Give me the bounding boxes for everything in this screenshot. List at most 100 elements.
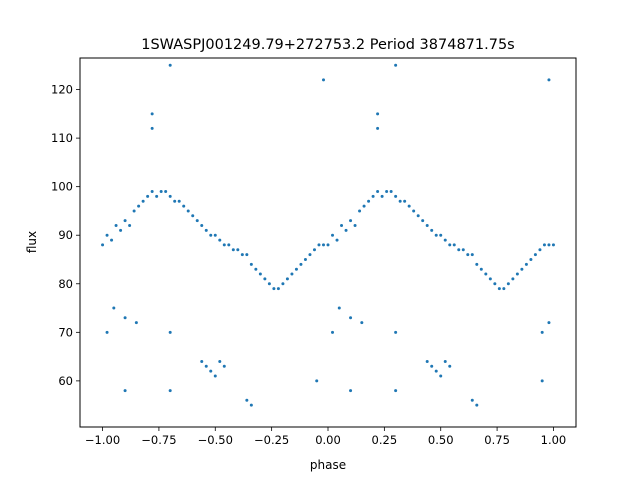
data-point: [195, 219, 199, 223]
data-point: [434, 233, 438, 237]
data-point: [394, 63, 398, 67]
data-point: [168, 194, 172, 198]
data-point: [479, 267, 483, 271]
data-point: [317, 243, 321, 247]
data-point: [506, 282, 510, 286]
data-point: [540, 330, 544, 334]
data-point: [200, 359, 204, 363]
data-point: [173, 199, 177, 203]
chart-title: 1SWASPJ001249.79+272753.2 Period 3874871…: [141, 37, 515, 53]
y-tick-label: 80: [58, 277, 73, 291]
data-point: [123, 389, 127, 393]
data-point: [315, 379, 319, 383]
data-point: [385, 190, 389, 194]
data-point: [340, 224, 344, 228]
data-point: [502, 287, 506, 291]
data-point: [376, 190, 380, 194]
data-point: [430, 364, 434, 368]
data-point: [294, 267, 298, 271]
data-point: [488, 277, 492, 281]
data-point: [542, 243, 546, 247]
x-tick-label: 0.00: [315, 433, 341, 447]
data-point: [240, 253, 244, 257]
y-tick-label: 120: [51, 83, 73, 97]
data-point: [150, 126, 154, 130]
data-point: [349, 219, 353, 223]
data-point: [371, 194, 375, 198]
data-point: [511, 277, 515, 281]
data-point: [497, 287, 501, 291]
data-point: [547, 243, 551, 247]
data-point: [448, 243, 452, 247]
x-tick-label: 0.50: [428, 433, 454, 447]
data-point: [362, 204, 366, 208]
data-point: [425, 359, 429, 363]
data-point: [155, 194, 159, 198]
data-point: [349, 389, 353, 393]
data-point: [213, 233, 217, 237]
data-point: [168, 389, 172, 393]
data-point: [276, 287, 280, 291]
data-point: [470, 398, 474, 402]
data-point: [389, 190, 393, 194]
y-tick-label: 110: [51, 131, 73, 145]
data-point: [335, 238, 339, 242]
data-point: [331, 233, 335, 237]
data-point: [112, 306, 116, 310]
data-point: [421, 219, 425, 223]
y-axis-label: flux: [25, 231, 39, 253]
data-point: [547, 78, 551, 82]
data-point: [452, 243, 456, 247]
data-point: [326, 243, 330, 247]
data-point: [231, 248, 235, 252]
data-point: [114, 224, 118, 228]
data-point: [430, 228, 434, 232]
y-tick-label: 60: [58, 374, 73, 388]
data-point: [439, 233, 443, 237]
data-point: [303, 257, 307, 261]
data-point: [204, 228, 208, 232]
data-point: [204, 364, 208, 368]
data-point: [448, 364, 452, 368]
data-point: [177, 199, 181, 203]
data-point: [312, 248, 316, 252]
data-point: [168, 63, 172, 67]
data-point: [123, 219, 127, 223]
data-point: [146, 194, 150, 198]
y-tick-label: 70: [58, 325, 73, 339]
data-point: [529, 257, 533, 261]
data-point: [349, 316, 353, 320]
data-point: [380, 194, 384, 198]
x-tick-label: −1.00: [85, 433, 120, 447]
data-point: [267, 282, 271, 286]
data-point: [434, 369, 438, 373]
data-point: [376, 126, 380, 130]
data-point: [209, 233, 213, 237]
x-tick-label: 1.00: [541, 433, 567, 447]
data-point: [213, 374, 217, 378]
data-point: [331, 330, 335, 334]
data-point: [134, 321, 138, 325]
data-point: [443, 359, 447, 363]
data-point: [515, 272, 519, 276]
data-point: [222, 243, 226, 247]
data-point: [227, 243, 231, 247]
data-point: [182, 204, 186, 208]
data-point: [466, 253, 470, 257]
y-tick-label: 90: [58, 228, 73, 242]
data-point: [272, 287, 276, 291]
y-axis-ticks: 60 70 80 90 100 110 120: [51, 83, 80, 388]
data-point: [263, 277, 267, 281]
data-point: [218, 359, 222, 363]
scatter-points: [101, 63, 555, 407]
data-point: [186, 209, 190, 213]
x-tick-label: −0.75: [141, 433, 176, 447]
data-point: [470, 253, 474, 257]
data-point: [245, 253, 249, 257]
data-point: [533, 253, 537, 257]
data-point: [132, 209, 136, 213]
data-point: [461, 248, 465, 252]
data-point: [110, 238, 114, 242]
